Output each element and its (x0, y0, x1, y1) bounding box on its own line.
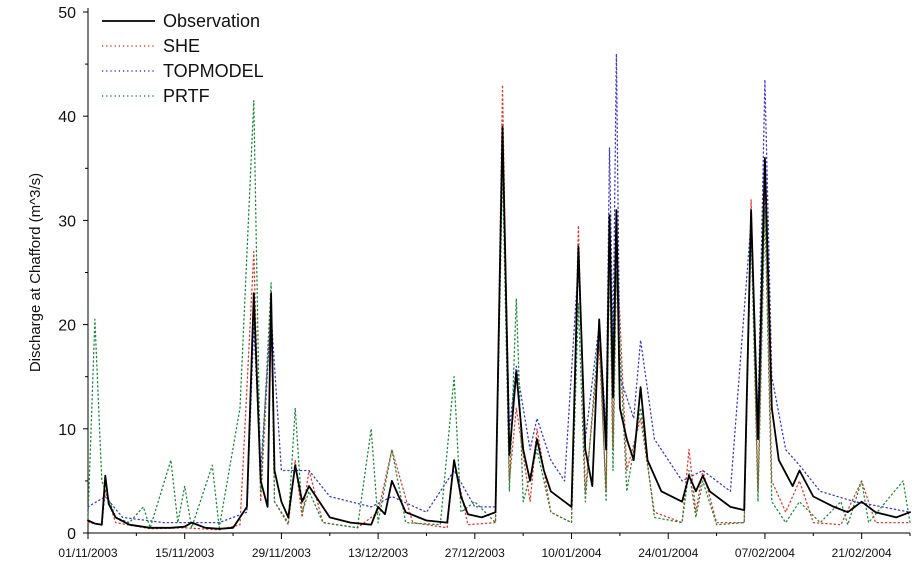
y-tick-label: 20 (58, 318, 76, 335)
legend-label-prtf: PRTF (163, 86, 210, 106)
x-tick-label: 29/11/2003 (252, 546, 311, 560)
x-tick-label: 15/11/2003 (155, 546, 214, 560)
x-tick-label: 13/12/2003 (348, 546, 408, 560)
y-tick-label: 30 (58, 213, 76, 230)
x-tick-label: 07/02/2004 (735, 546, 795, 560)
y-axis-title: Discharge at Chafford (m^3/s) (27, 173, 44, 372)
legend-label-observation: Observation (163, 11, 260, 31)
series-line-prtf (87, 99, 911, 529)
legend: Observation SHE TOPMODEL PRTF (102, 11, 264, 106)
legend-label-topmodel: TOPMODEL (163, 61, 264, 81)
series-line-observation (87, 125, 911, 530)
axes: 0 10 20 30 40 50 01/11/2003 15/11/2003 29/11/200… (27, 5, 911, 560)
legend-label-she: SHE (163, 36, 200, 56)
x-tick-label: 01/11/2003 (58, 546, 117, 560)
x-tick-label: 27/12/2003 (445, 546, 505, 560)
y-tick-label: 40 (58, 109, 76, 126)
y-tick-label: 50 (58, 5, 76, 22)
y-tick-label: 10 (58, 422, 76, 439)
series-layer (87, 53, 911, 531)
x-tick-label: 21/02/2004 (832, 546, 892, 560)
x-tick-label: 10/01/2004 (541, 546, 601, 560)
x-tick-label: 24/01/2004 (638, 546, 698, 560)
y-tick-label: 0 (67, 526, 76, 543)
